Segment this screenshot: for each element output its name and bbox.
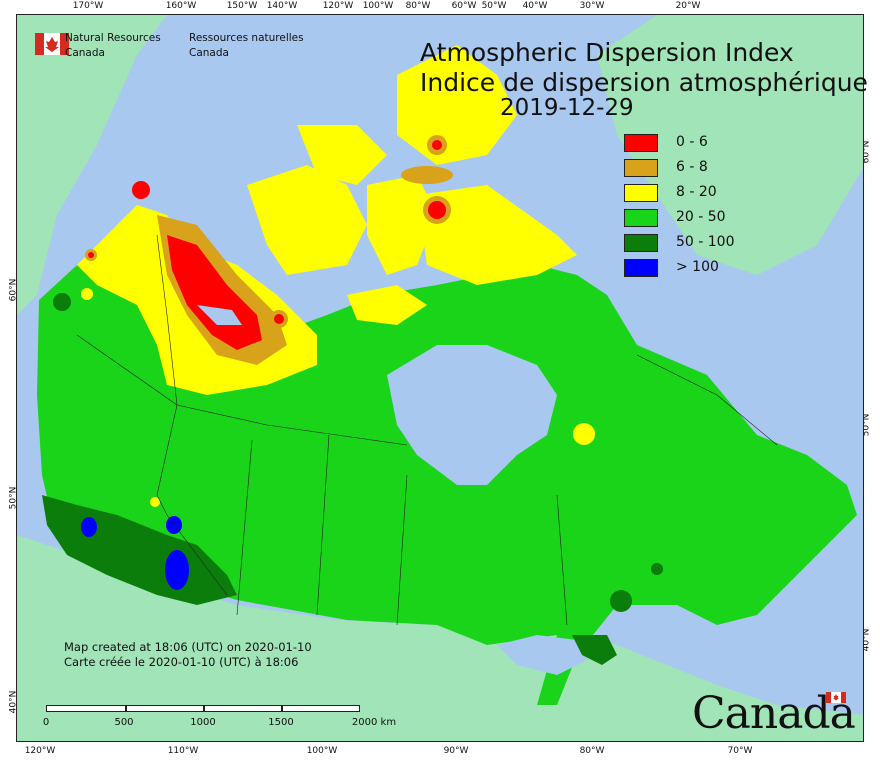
legend-swatch [624,159,658,177]
tick-bottom: 120°W [24,746,56,756]
tick-top: 50°W [481,1,507,11]
tick-top: 170°W [72,1,104,11]
hudson-bay [387,345,557,485]
lake [197,305,242,325]
yellow-spot [150,497,160,507]
agency-fr: Ressources naturelles Canada [189,31,304,61]
alaska-land [17,15,167,315]
dark-green-spot [610,590,632,612]
canada-flag-icon [35,33,69,55]
arctic-island [297,125,387,185]
agency-en: Natural Resources Canada [65,31,161,61]
border [236,439,253,616]
tick-top: 160°W [165,1,197,11]
usa-land [17,535,863,741]
legend-swatch [624,209,658,227]
legend-swatch [624,259,658,277]
stamp-line-en: Map created at 18:06 (UTC) on 2020-01-10 [64,640,312,654]
title-fr: Indice de dispersion atmosphérique [420,68,868,97]
yellow-spot [81,288,93,300]
legend-label: 0 - 6 [676,134,708,150]
legend-label: 20 - 50 [676,209,726,225]
agency-en-line2: Canada [65,47,105,59]
legend-swatch [624,234,658,252]
border [156,404,178,516]
created-stamp: Map created at 18:06 (UTC) on 2020-01-10… [64,640,312,670]
baffin-island [417,185,577,285]
red-spot [274,314,284,324]
map-canvas: Natural Resources Canada Ressources natu… [16,14,864,742]
greenland-land [597,15,863,275]
tick-top: 100°W [362,1,394,11]
tick-top: 20°W [675,1,701,11]
great-lakes [497,635,597,675]
border [166,514,228,596]
border [316,434,330,616]
tick-top: 140°W [266,1,298,11]
orange-spot [401,166,453,184]
scale-label: 500 [114,717,134,728]
scale-label: 1000 [190,717,216,728]
agency-fr-line2: Canada [189,47,229,59]
tick-top: 60°W [451,1,477,11]
ellesmere-island [397,45,517,165]
title-en: Atmospheric Dispersion Index [420,38,794,67]
border [636,354,778,446]
blue-spot [165,550,189,590]
tick-top: 40°W [522,1,548,11]
scale-label: 2000 km [351,717,397,728]
tick-bottom: 110°W [167,746,199,756]
red-spot [428,201,446,219]
red-spot [132,181,150,199]
dark-green-spot [572,635,617,665]
legend-label: > 100 [676,259,719,275]
border [76,334,408,446]
legend-label: 6 - 8 [676,159,708,175]
border [556,494,568,626]
tick-bottom: 80°W [579,746,605,756]
tick-top: 80°W [405,1,431,11]
tick-top: 150°W [226,1,258,11]
border [156,234,178,406]
province-borders [76,234,778,626]
scale-bar: 0 500 1000 1500 2000 km [42,705,396,735]
stamp-line-fr: Carte créée le 2020-01-10 (UTC) à 18:06 [64,655,299,669]
blue-spot [166,516,182,534]
arctic-island [347,285,427,325]
scale-segment [46,705,126,712]
blue-spot [81,517,97,537]
tick-bottom: 100°W [306,746,338,756]
border [396,474,408,626]
legend-label: 50 - 100 [676,234,735,250]
dark-green-spot [53,293,71,311]
map-date: 2019-12-29 [500,95,634,121]
scale-segment [204,705,282,712]
agency-en-line1: Natural Resources [65,32,161,44]
dark-green-spot [651,563,663,575]
scale-segment [282,705,360,712]
scale-label: 1500 [268,717,294,728]
tick-top: 120°W [322,1,354,11]
tick-bottom: 70°W [727,746,753,756]
arctic-island [247,165,367,275]
yellow-spot [573,423,595,445]
tick-top: 30°W [579,1,605,11]
tick-bottom: 90°W [443,746,469,756]
red-spot [88,252,94,258]
wordmark-flag-icon [826,692,846,703]
scale-label: 0 [42,717,50,728]
red-spot [432,140,442,150]
legend-label: 8 - 20 [676,184,717,200]
legend-swatch [624,184,658,202]
map-svg [17,15,863,741]
agency-fr-line1: Ressources naturelles [189,32,304,44]
scale-segment [126,705,204,712]
legend-swatch [624,134,658,152]
